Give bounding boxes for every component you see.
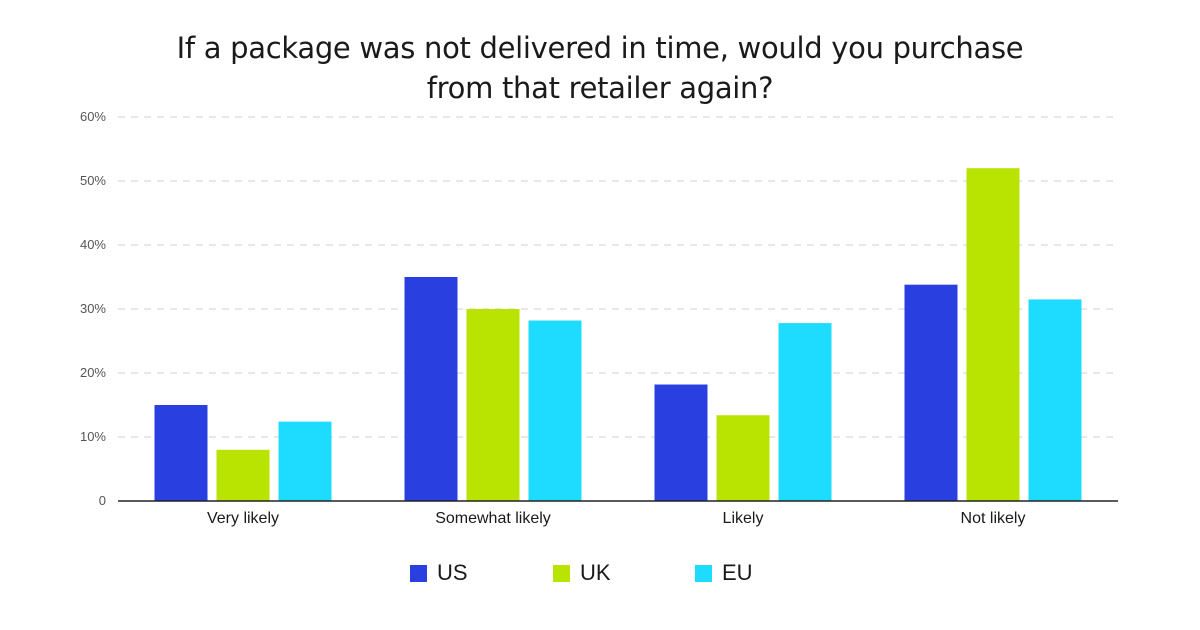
legend: US UK EU [0,560,1200,590]
legend-swatch [695,564,712,582]
legend-item-uk: UK [553,560,611,586]
y-tick-label: 0 [99,493,106,508]
legend-item-us: US [410,560,468,586]
bar-uk [216,449,270,501]
legend-label: UK [580,560,611,585]
x-category-label: Somewhat likely [435,510,551,527]
legend-swatch [410,564,427,582]
x-category-label: Not likely [961,510,1026,527]
y-tick-label: 60% [80,109,106,124]
bar-uk [966,168,1020,501]
bar-us [404,277,458,501]
bars [154,168,1082,501]
bar-uk [716,415,770,501]
chart-title: If a package was not delivered in time, … [176,31,1024,105]
x-axis-categories: Very likely Somewhat likely Likely Not like… [207,510,1025,527]
y-tick-label: 30% [80,301,106,316]
y-axis-ticks: 0 10% 20% 30% 40% 50% 60% [80,109,106,508]
legend-swatch [553,564,570,582]
x-category-label: Likely [723,510,764,527]
y-tick-label: 10% [80,429,106,444]
bar-uk [466,309,520,501]
legend-label: EU [722,560,753,585]
x-category-label: Very likely [207,510,279,527]
legend-item-eu: EU [695,560,753,586]
bar-eu [778,323,832,501]
bar-us [904,284,958,501]
y-tick-label: 50% [80,173,106,188]
legend-label: US [437,560,468,585]
bar-eu [528,320,582,501]
y-tick-label: 40% [80,237,106,252]
bar-eu [1028,299,1082,501]
bar-us [154,405,208,501]
bar-eu [278,421,332,501]
bar-us [654,384,708,501]
y-tick-label: 20% [80,365,106,380]
